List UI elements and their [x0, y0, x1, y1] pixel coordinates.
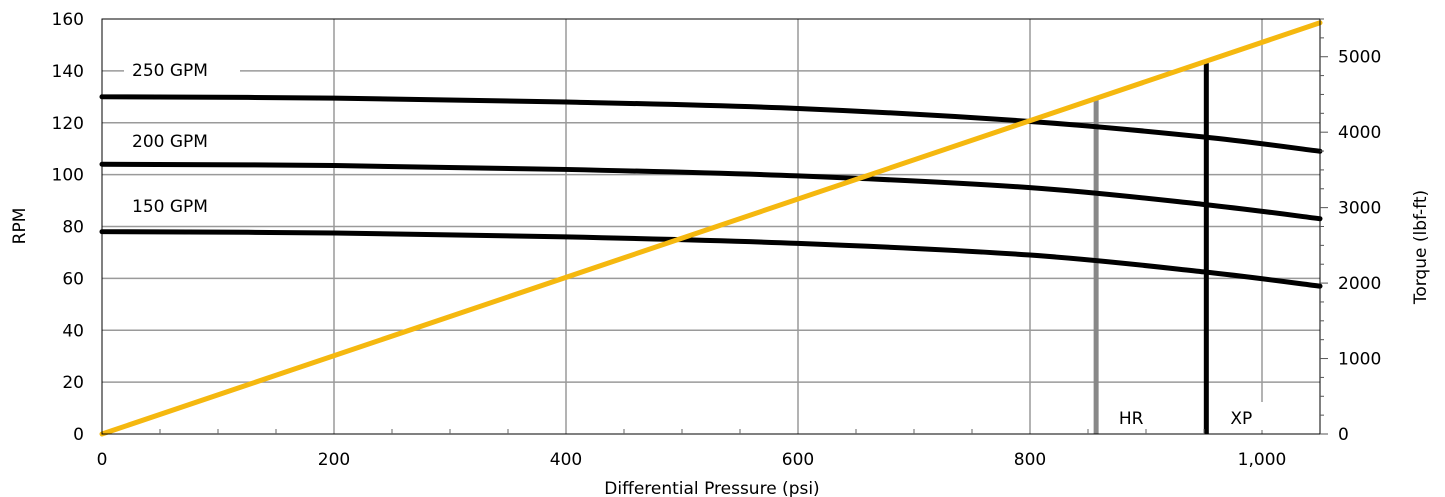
x-axis-title: Differential Pressure (psi) [604, 479, 819, 497]
axis-ticks: 0 200 400 600 800 1,000 0 20 40 60 80 100 120 140 160 0… [52, 10, 1382, 470]
series-labels: 250 GPM 200 GPM 150 GPM [124, 56, 240, 218]
y-tick-label: 140 [52, 62, 84, 82]
y-tick-label: 40 [62, 321, 84, 341]
y2-tick-label: 4000 [1338, 123, 1381, 143]
y2-tick-label: 1000 [1338, 350, 1381, 370]
y2-axis-title: Torque (lbf-ft) [1411, 190, 1431, 305]
x-tick-label: 0 [97, 450, 108, 470]
marker-label-xp: XP [1230, 409, 1252, 429]
series-line-150-gpm [99, 229, 1323, 289]
y2-tick-label: 2000 [1338, 274, 1381, 294]
series-label-bg [124, 127, 240, 153]
series-label-bg [124, 56, 240, 82]
y-axis-title: RPM [10, 208, 30, 245]
series-lines [99, 20, 1323, 437]
marker-label-bg [1216, 402, 1267, 430]
y-tick-label: 0 [73, 425, 84, 445]
marker-label-bg [1106, 402, 1157, 430]
x-tick-label: 800 [1014, 450, 1046, 470]
y2-tick-label: 0 [1338, 425, 1349, 445]
y-tick-label: 100 [52, 166, 84, 186]
series-line-200-gpm [99, 161, 1323, 222]
series-label-bg [124, 192, 240, 218]
x-tick-label: 600 [782, 450, 814, 470]
series-label-150-gpm: 150 GPM [132, 197, 208, 217]
vertical-markers: HR XP [1093, 63, 1267, 434]
x-tick-label: 1,000 [1238, 450, 1287, 470]
series-label-200-gpm: 200 GPM [132, 132, 208, 152]
y-tick-label: 160 [52, 10, 84, 30]
torque-line [99, 20, 1323, 437]
x-tick-label: 200 [318, 450, 350, 470]
y2-tick-label: 3000 [1338, 199, 1381, 219]
series-line-250-gpm [99, 94, 1323, 154]
y-tick-label: 80 [62, 218, 84, 238]
marker-label-hr: HR [1119, 409, 1144, 429]
y-tick-label: 120 [52, 114, 84, 134]
y2-tick-label: 5000 [1338, 48, 1381, 68]
x-tick-label: 400 [550, 450, 582, 470]
y-tick-label: 60 [62, 269, 84, 289]
series-label-250-gpm: 250 GPM [132, 61, 208, 81]
y-tick-label: 20 [62, 373, 84, 393]
